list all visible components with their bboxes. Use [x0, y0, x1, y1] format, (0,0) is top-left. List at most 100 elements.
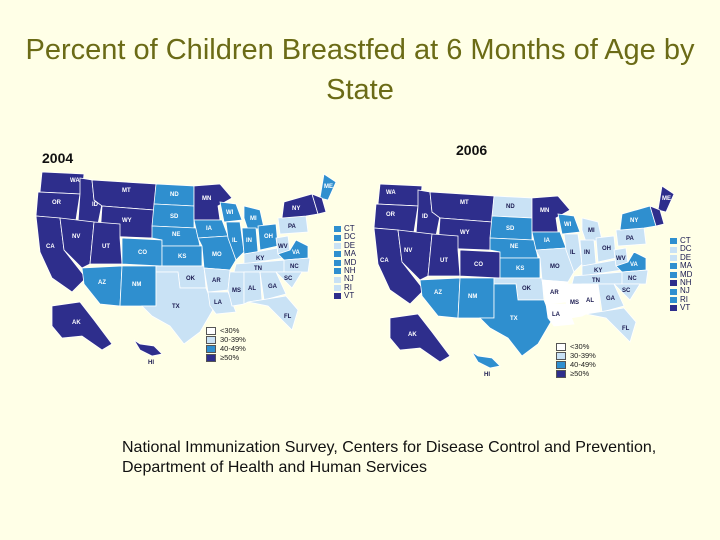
side-label: NH	[344, 266, 356, 276]
label-wi: WI	[564, 222, 572, 228]
side-label: MD	[344, 257, 357, 267]
label-ca: CA	[380, 258, 389, 264]
label-sd: SD	[170, 214, 179, 220]
label-ia: IA	[206, 226, 213, 232]
label-me: ME	[324, 184, 333, 190]
state-wa	[377, 183, 423, 207]
legend-swatch	[206, 353, 216, 362]
label-ca: CA	[46, 244, 55, 250]
side-row-nh: NH	[670, 278, 692, 287]
label-tn: TN	[592, 278, 600, 284]
label-oh: OH	[264, 234, 273, 240]
state-az	[419, 277, 461, 319]
side-swatch	[670, 305, 677, 312]
state-nc	[283, 257, 311, 273]
state-or	[35, 191, 81, 221]
side-swatch	[334, 234, 341, 241]
side-swatch	[334, 259, 341, 266]
side-label: DE	[680, 252, 692, 262]
side-label: RI	[680, 294, 688, 304]
slide-title: Percent of Children Breastfed at 6 Month…	[25, 34, 695, 106]
label-ne: NE	[510, 244, 518, 250]
legend-swatch	[556, 351, 566, 360]
label-nv: NV	[404, 248, 412, 254]
side-states-2004: CT DC DE MA MD NH NJ RI VT	[334, 224, 357, 301]
legend-row: ≥50%	[556, 369, 596, 378]
state-mt	[91, 179, 157, 211]
legend-label: ≥50%	[220, 353, 240, 362]
label-az: AZ	[98, 280, 106, 286]
label-mt: MT	[122, 188, 131, 194]
state-me	[319, 173, 337, 201]
side-label: DC	[344, 232, 356, 242]
label-ms: MS	[232, 288, 241, 294]
label-ga: GA	[606, 296, 616, 302]
side-swatch	[334, 226, 341, 233]
label-nv: NV	[72, 234, 80, 240]
state-ny	[281, 193, 319, 219]
label-ar: AR	[212, 278, 221, 284]
side-swatch	[670, 280, 677, 287]
side-row-ri: RI	[670, 294, 692, 304]
label-nm: NM	[468, 294, 477, 300]
side-row-vt: VT	[670, 303, 692, 312]
label-ak: AK	[72, 320, 81, 326]
label-sc: SC	[622, 288, 631, 294]
side-row-ma: MA	[670, 261, 692, 270]
side-row-dc: DC	[334, 232, 356, 242]
label-mo: MO	[212, 252, 222, 258]
label-nc: NC	[628, 276, 637, 282]
label-nc: NC	[290, 264, 299, 270]
label-il: IL	[232, 238, 238, 244]
side-row-nj: NJ	[670, 287, 692, 295]
side-label: MA	[344, 249, 356, 259]
state-ny	[619, 205, 657, 231]
state-ak	[51, 301, 113, 351]
label-ky: KY	[256, 256, 264, 262]
label-sd: SD	[506, 226, 515, 232]
side-swatch	[670, 246, 677, 253]
state-az	[81, 265, 123, 307]
state-la	[207, 291, 237, 315]
legend-label: 40-49%	[220, 344, 246, 353]
state-wi	[219, 201, 243, 223]
side-row-ct: CT	[670, 236, 692, 245]
legend-swatch	[556, 369, 566, 378]
state-nc	[621, 269, 649, 285]
state-il	[225, 221, 245, 261]
label-pa: PA	[288, 224, 297, 230]
label-al: AL	[248, 286, 256, 292]
side-swatch	[670, 238, 677, 245]
legend-row: <30%	[206, 326, 246, 335]
label-ne: NE	[172, 232, 180, 238]
state-me	[657, 185, 675, 213]
legend-swatch	[556, 360, 566, 369]
label-id: ID	[422, 214, 429, 220]
state-ga	[597, 283, 625, 313]
label-ks: KS	[178, 254, 186, 260]
side-row-vt: VT	[334, 291, 356, 300]
legend-label: <30%	[570, 342, 590, 351]
label-mn: MN	[202, 196, 211, 202]
label-mt: MT	[460, 200, 469, 206]
label-tn: TN	[254, 266, 262, 272]
state-hi	[133, 339, 163, 357]
label-la: LA	[552, 312, 561, 318]
side-label: NJ	[680, 286, 690, 296]
year-label-2004: 2004	[42, 150, 74, 166]
label-fl: FL	[622, 326, 630, 332]
label-wi: WI	[226, 210, 234, 216]
label-ut: UT	[102, 244, 110, 250]
label-al: AL	[586, 298, 594, 304]
label-il: IL	[570, 250, 576, 256]
label-sc: SC	[284, 276, 293, 282]
label-mi: MI	[250, 216, 257, 222]
label-in: IN	[584, 250, 590, 256]
label-va: VA	[630, 262, 639, 268]
side-row-md: MD	[334, 257, 357, 267]
legend-row: 40-49%	[206, 344, 246, 353]
label-co: CO	[474, 262, 483, 268]
label-oh: OH	[602, 246, 611, 252]
map-2004: WA OR CA ID NV MT WY UT AZ CO NM ND SD N…	[22, 160, 342, 380]
label-fl: FL	[284, 314, 292, 320]
